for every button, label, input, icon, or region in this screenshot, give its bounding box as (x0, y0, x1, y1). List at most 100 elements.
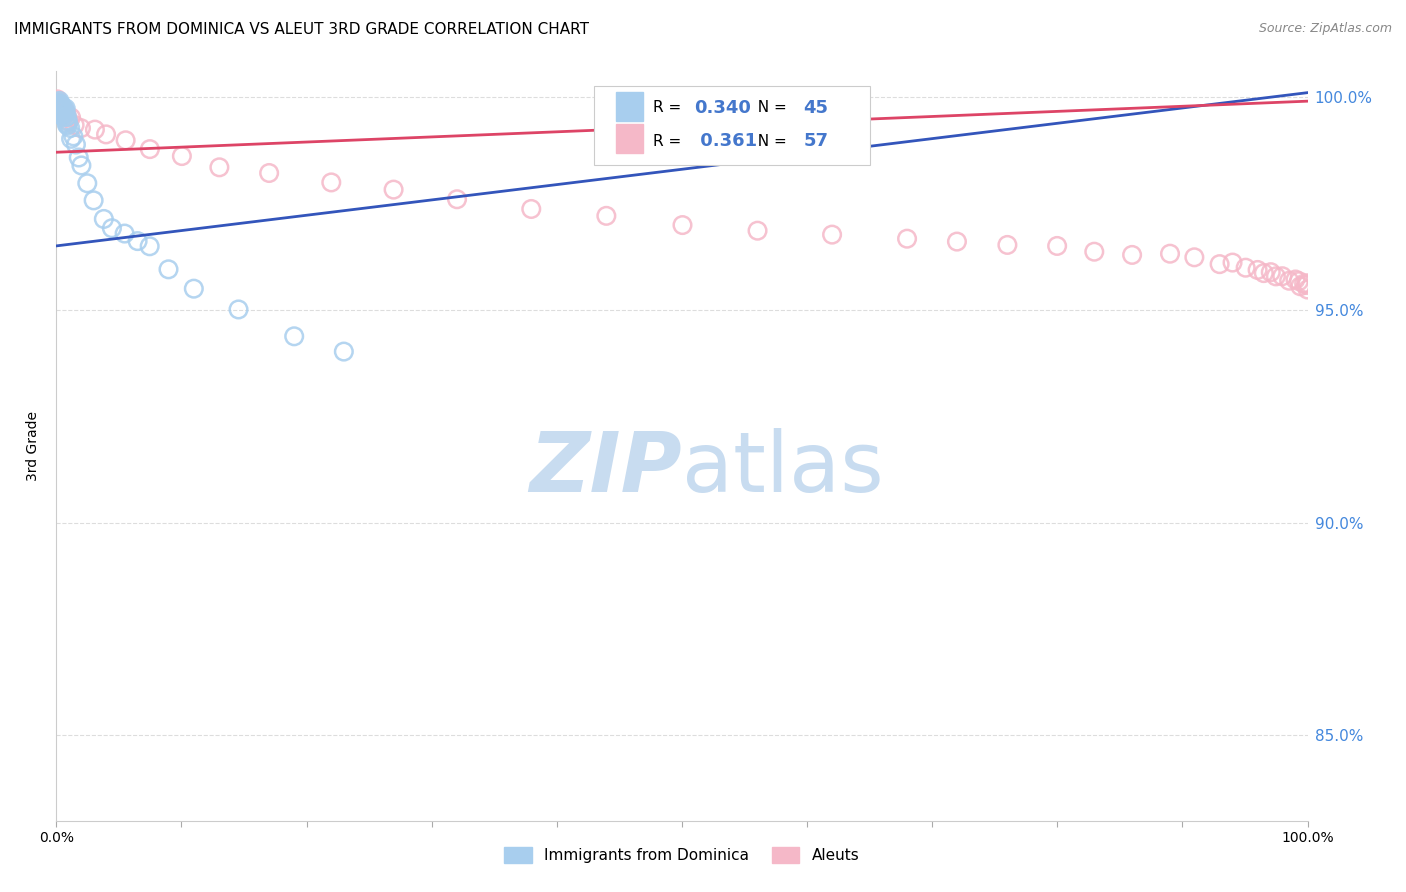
Point (1271, 269, 1294, 284)
Point (94, 128, 117, 142)
Point (1260, 265, 1282, 279)
Text: 0.361: 0.361 (695, 132, 758, 151)
Point (1159, 246, 1181, 260)
Point (1288, 274, 1310, 288)
Point (382, 183, 405, 197)
Point (84, 122, 107, 136)
Point (48, 97, 70, 112)
Text: ZIP: ZIP (529, 428, 682, 509)
Point (56, 119, 79, 133)
Text: 0.340: 0.340 (695, 99, 751, 117)
Point (46, 101, 69, 115)
Point (46, 95, 69, 110)
Point (1083, 244, 1105, 259)
Point (671, 218, 693, 232)
Text: atlas: atlas (682, 428, 883, 509)
Legend: Immigrants from Dominica, Aleuts: Immigrants from Dominica, Aleuts (498, 841, 866, 869)
Point (1294, 277, 1316, 291)
FancyBboxPatch shape (616, 124, 643, 153)
Point (55, 110, 77, 124)
Point (51, 101, 73, 115)
Point (1289, 279, 1312, 293)
Point (821, 227, 844, 242)
Point (1278, 274, 1301, 288)
Point (283, 329, 305, 343)
Point (46, 92, 69, 106)
Point (1208, 257, 1230, 271)
Point (49, 98, 72, 112)
Point (747, 224, 769, 238)
Point (51, 98, 73, 112)
Point (49, 104, 72, 119)
Point (60, 111, 83, 125)
FancyBboxPatch shape (595, 87, 869, 165)
Point (48, 105, 70, 120)
Point (1295, 278, 1317, 293)
Point (1182, 250, 1205, 264)
Point (53, 108, 76, 122)
Text: N =: N = (748, 101, 792, 115)
Point (1264, 269, 1286, 284)
Point (55, 118, 77, 132)
Point (1284, 272, 1306, 286)
Point (62, 129, 84, 144)
Point (49, 98, 72, 112)
Point (53, 102, 76, 116)
Text: 57: 57 (803, 132, 828, 151)
Point (93, 211, 115, 226)
Point (63, 118, 86, 132)
Point (1234, 260, 1257, 275)
Point (208, 161, 231, 175)
Point (1253, 266, 1275, 280)
Point (53, 106, 76, 120)
Point (60, 132, 83, 146)
Point (52, 103, 75, 117)
Point (46, 98, 69, 112)
Point (51, 103, 73, 117)
Point (1246, 263, 1268, 277)
Point (56, 113, 79, 128)
Text: Source: ZipAtlas.com: Source: ZipAtlas.com (1258, 22, 1392, 36)
Point (58, 114, 80, 128)
Point (321, 176, 343, 190)
Point (138, 239, 160, 253)
Point (1296, 283, 1319, 297)
Point (1046, 239, 1069, 253)
Point (52, 102, 75, 116)
Point (46, 98, 69, 112)
Point (139, 142, 162, 156)
Point (595, 209, 617, 223)
Point (67, 151, 90, 165)
Point (127, 234, 149, 248)
Point (83, 194, 105, 208)
Point (56, 111, 79, 125)
Point (114, 227, 136, 241)
Point (48, 95, 70, 110)
Point (55, 105, 77, 120)
Point (101, 221, 124, 235)
Point (51, 108, 73, 122)
FancyBboxPatch shape (616, 92, 643, 120)
Point (49, 96, 72, 111)
Point (257, 166, 280, 180)
Point (76, 176, 98, 190)
Point (48, 94, 70, 108)
Point (48, 101, 70, 115)
Y-axis label: 3rd Grade: 3rd Grade (25, 411, 39, 481)
Point (1296, 277, 1319, 291)
Point (70, 158, 93, 172)
Point (446, 192, 468, 206)
Point (183, 282, 205, 296)
Point (51, 103, 73, 117)
Point (1222, 255, 1244, 269)
Point (52, 106, 75, 120)
Text: R =: R = (654, 101, 686, 115)
Point (946, 235, 969, 249)
Point (46, 98, 69, 112)
Point (520, 202, 543, 216)
Point (228, 302, 250, 317)
Text: IMMIGRANTS FROM DOMINICA VS ALEUT 3RD GRADE CORRELATION CHART: IMMIGRANTS FROM DOMINICA VS ALEUT 3RD GR… (14, 22, 589, 37)
Point (114, 133, 136, 147)
Point (55, 102, 77, 116)
Point (56, 116, 79, 130)
